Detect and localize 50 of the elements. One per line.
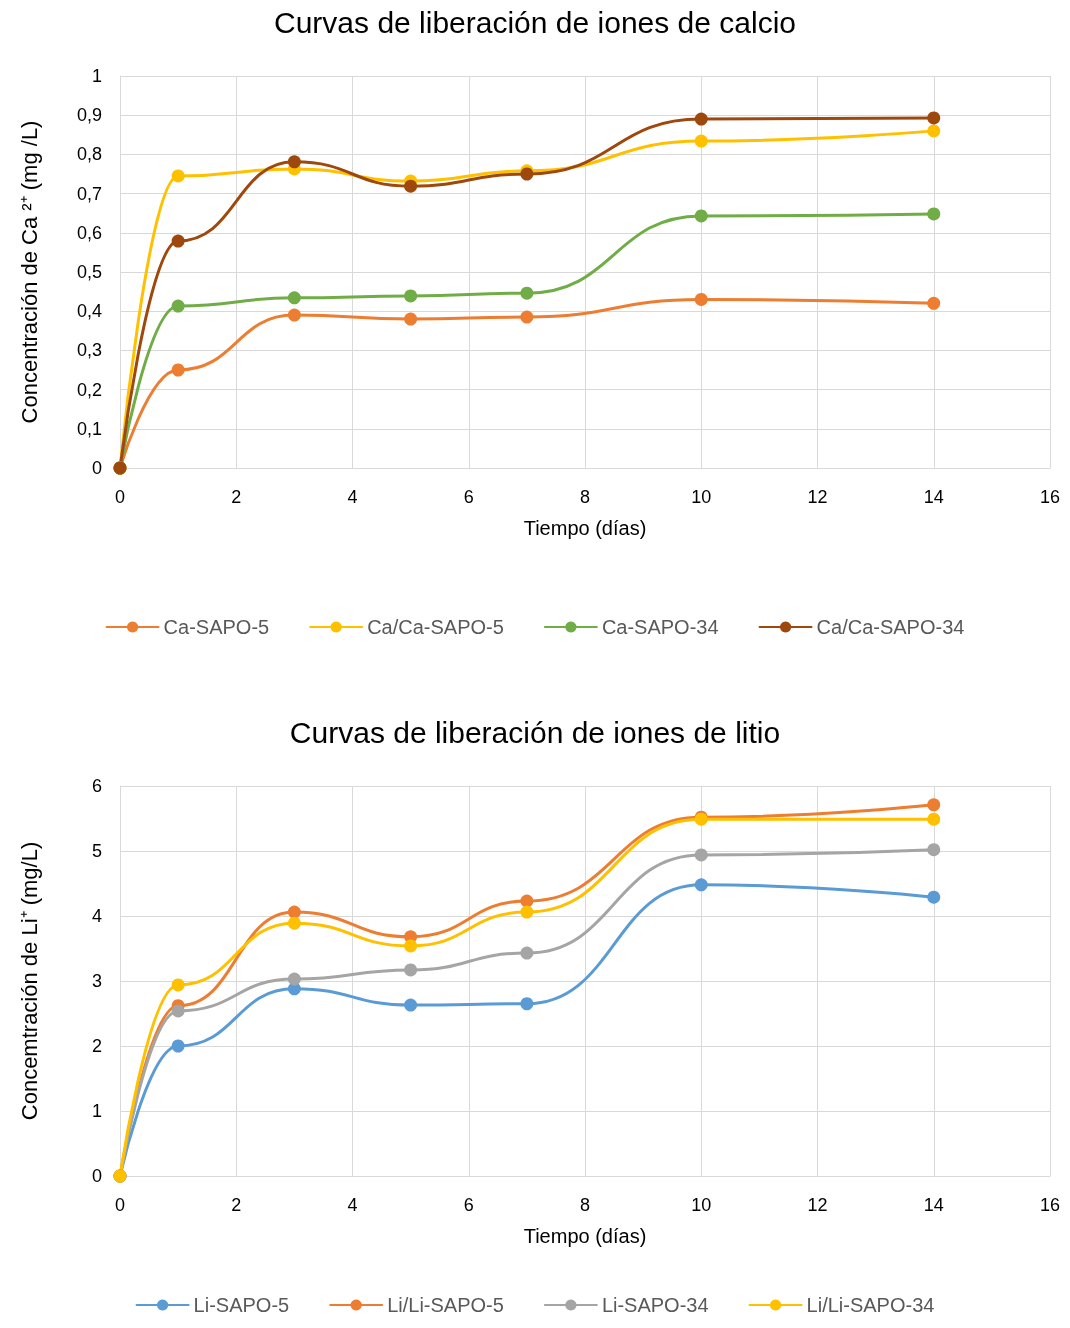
x-tick-label: 6 <box>463 487 474 507</box>
x-tick-label: 0 <box>114 487 126 507</box>
y-tick-label: 0,3 <box>76 340 102 361</box>
x-tick-label: 14 <box>923 487 944 507</box>
y-tick-label: 0,5 <box>76 262 102 282</box>
y-axis-title: Concentración de Ca ²⁺ (mg /L) <box>16 120 42 424</box>
x-tick-label: 16 <box>1039 1195 1061 1215</box>
legend-label: Li-SAPO-5 <box>193 1294 290 1316</box>
y-tick-label: 2 <box>91 1036 102 1056</box>
x-tick-label: 0 <box>114 1195 126 1215</box>
y-tick-label: 0,7 <box>76 183 102 204</box>
x-tick-label: 4 <box>347 1195 358 1215</box>
y-tick-label: 5 <box>91 841 102 861</box>
y-tick-label: 0,2 <box>76 379 102 400</box>
y-tick-label: 0,1 <box>76 418 102 439</box>
x-tick-label: 6 <box>463 1195 474 1215</box>
y-tick-label: 4 <box>91 906 102 926</box>
x-tick-label: 16 <box>1039 487 1061 507</box>
chart-title: Curvas de liberación de iones de calcio <box>274 5 796 39</box>
y-axis-title: Concemtración de Li⁺ (mg/L) <box>16 841 42 1121</box>
x-tick-label: 4 <box>347 487 358 507</box>
x-axis-title: Tiempo (días) <box>523 1225 647 1247</box>
y-tick-label: 0,9 <box>76 105 102 126</box>
y-tick-label: 0 <box>91 1166 102 1186</box>
legend-label: Li-SAPO-34 <box>601 1294 709 1316</box>
legend-label: Ca-SAPO-34 <box>601 616 719 638</box>
x-tick-label: 2 <box>231 487 242 507</box>
x-axis-title: Tiempo (días) <box>523 517 647 539</box>
y-tick-label: 6 <box>91 776 102 796</box>
y-tick-label: 3 <box>91 971 102 991</box>
legend-label: Ca/Ca-SAPO-34 <box>816 616 965 638</box>
legend-label: Li/Li-SAPO-5 <box>387 1294 504 1316</box>
legend-label: Li/Li-SAPO-34 <box>806 1294 935 1316</box>
y-tick-label: 0,4 <box>76 301 102 322</box>
y-tick-label: 1 <box>91 66 102 86</box>
x-tick-label: 8 <box>579 487 591 507</box>
x-tick-label: 12 <box>807 487 828 507</box>
x-tick-label: 14 <box>923 1195 944 1215</box>
x-tick-label: 10 <box>691 1195 712 1215</box>
legend-label: Ca/Ca-SAPO-5 <box>367 616 504 638</box>
y-tick-label: 0 <box>91 458 102 478</box>
y-tick-label: 0,8 <box>76 144 102 165</box>
x-tick-label: 10 <box>691 487 712 507</box>
x-tick-label: 12 <box>807 1195 828 1215</box>
y-tick-label: 1 <box>91 1101 102 1121</box>
x-tick-label: 2 <box>231 1195 242 1215</box>
legend-label: Ca-SAPO-5 <box>163 616 270 638</box>
y-tick-label: 0,6 <box>76 222 102 243</box>
x-tick-label: 8 <box>579 1195 591 1215</box>
chart-title: Curvas de liberación de iones de litio <box>289 715 781 749</box>
